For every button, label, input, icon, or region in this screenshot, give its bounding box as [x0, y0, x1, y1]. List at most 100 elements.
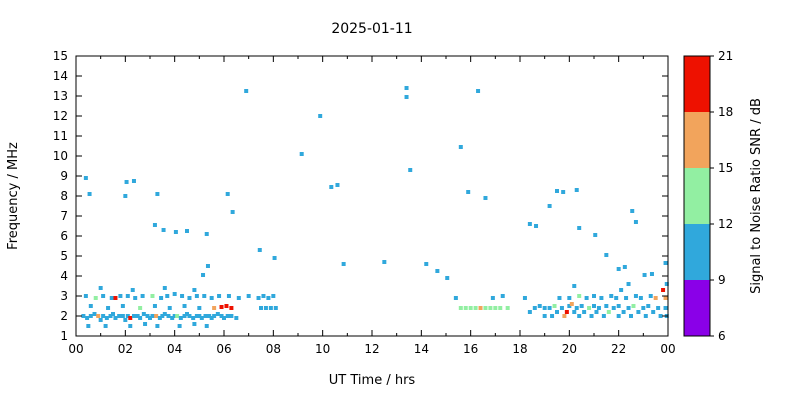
data-point: [201, 273, 206, 277]
data-point: [604, 253, 609, 257]
x-tick-label: 06: [216, 342, 231, 356]
data-point: [87, 192, 92, 196]
data-point: [120, 304, 125, 308]
data-point: [584, 296, 589, 300]
data-point: [567, 304, 572, 308]
data-point: [161, 228, 166, 232]
data-point: [552, 304, 557, 308]
data-point: [483, 306, 488, 310]
data-point: [534, 224, 539, 228]
data-point: [643, 314, 648, 318]
data-point: [614, 296, 619, 300]
data-point: [209, 316, 214, 320]
data-point: [229, 306, 234, 310]
data-point: [108, 314, 113, 318]
data-point: [604, 304, 609, 308]
data-point: [123, 194, 128, 198]
chart-title: 2025-01-11: [331, 21, 412, 37]
data-point: [225, 192, 230, 196]
data-point: [246, 294, 251, 298]
data-point: [113, 296, 118, 300]
data-point: [152, 304, 157, 308]
data-point: [473, 306, 478, 310]
data-point: [594, 310, 599, 314]
colorbar-band: [684, 112, 710, 168]
data-point: [199, 316, 204, 320]
data-point: [272, 256, 277, 260]
data-point: [217, 294, 222, 298]
data-point: [599, 296, 604, 300]
data-point: [259, 306, 263, 310]
data-point: [204, 232, 209, 236]
data-point: [125, 314, 130, 318]
data-point: [622, 265, 627, 269]
data-point: [567, 296, 572, 300]
data-point: [493, 306, 498, 310]
data-point: [664, 282, 669, 286]
y-tick-label: 9: [60, 169, 68, 183]
data-point: [234, 316, 239, 320]
data-point: [564, 310, 569, 314]
data-point: [490, 296, 495, 300]
data-point: [453, 296, 458, 300]
data-point: [633, 294, 638, 298]
data-point: [341, 262, 346, 266]
data-point: [93, 296, 98, 300]
data-point: [104, 316, 109, 320]
data-point: [236, 296, 241, 300]
data-point: [192, 288, 197, 292]
data-point: [140, 294, 145, 298]
data-point: [219, 314, 224, 318]
x-tick-label: 00: [660, 342, 675, 356]
y-tick-label: 3: [60, 289, 68, 303]
data-point: [118, 294, 123, 298]
data-point: [202, 294, 207, 298]
data-point: [215, 312, 220, 316]
data-point: [182, 314, 187, 318]
data-point: [120, 314, 125, 318]
data-point: [194, 294, 199, 298]
data-point: [187, 314, 192, 318]
data-point: [589, 314, 594, 318]
data-point: [408, 168, 413, 172]
data-point: [466, 190, 471, 194]
data-point: [601, 314, 606, 318]
data-point: [229, 314, 234, 318]
data-point: [577, 314, 582, 318]
data-point: [619, 288, 624, 292]
data-point: [611, 306, 616, 310]
data-point: [633, 220, 638, 224]
data-point: [616, 267, 621, 271]
data-point: [123, 318, 128, 322]
data-point: [261, 294, 266, 298]
data-point: [626, 282, 631, 286]
data-point: [257, 248, 262, 252]
data-point: [555, 310, 559, 314]
data-point: [256, 296, 261, 300]
data-point: [653, 296, 658, 300]
data-point: [106, 306, 111, 310]
data-point: [85, 316, 90, 320]
data-point: [547, 204, 552, 208]
chart-generated-layer: 00 02 04 06 08 10 12 14 16 18 20 22 0012345678910111…: [53, 49, 734, 356]
data-point: [128, 316, 133, 320]
x-tick-label: 18: [512, 342, 527, 356]
data-point: [646, 304, 651, 308]
data-point: [626, 306, 631, 310]
data-point: [663, 296, 668, 300]
data-point: [642, 273, 647, 277]
data-point: [204, 324, 209, 328]
data-point: [271, 294, 276, 298]
data-point: [88, 314, 93, 318]
data-point: [131, 179, 136, 183]
data-point: [230, 210, 235, 214]
data-point: [109, 296, 114, 300]
data-point: [268, 306, 273, 310]
x-tick-label: 04: [167, 342, 182, 356]
colorbar-label: Signal to Noise Ratio SNR / dB: [749, 98, 764, 294]
data-point: [651, 310, 656, 314]
data-point: [488, 306, 493, 310]
data-point: [404, 86, 409, 90]
data-point: [130, 288, 135, 292]
